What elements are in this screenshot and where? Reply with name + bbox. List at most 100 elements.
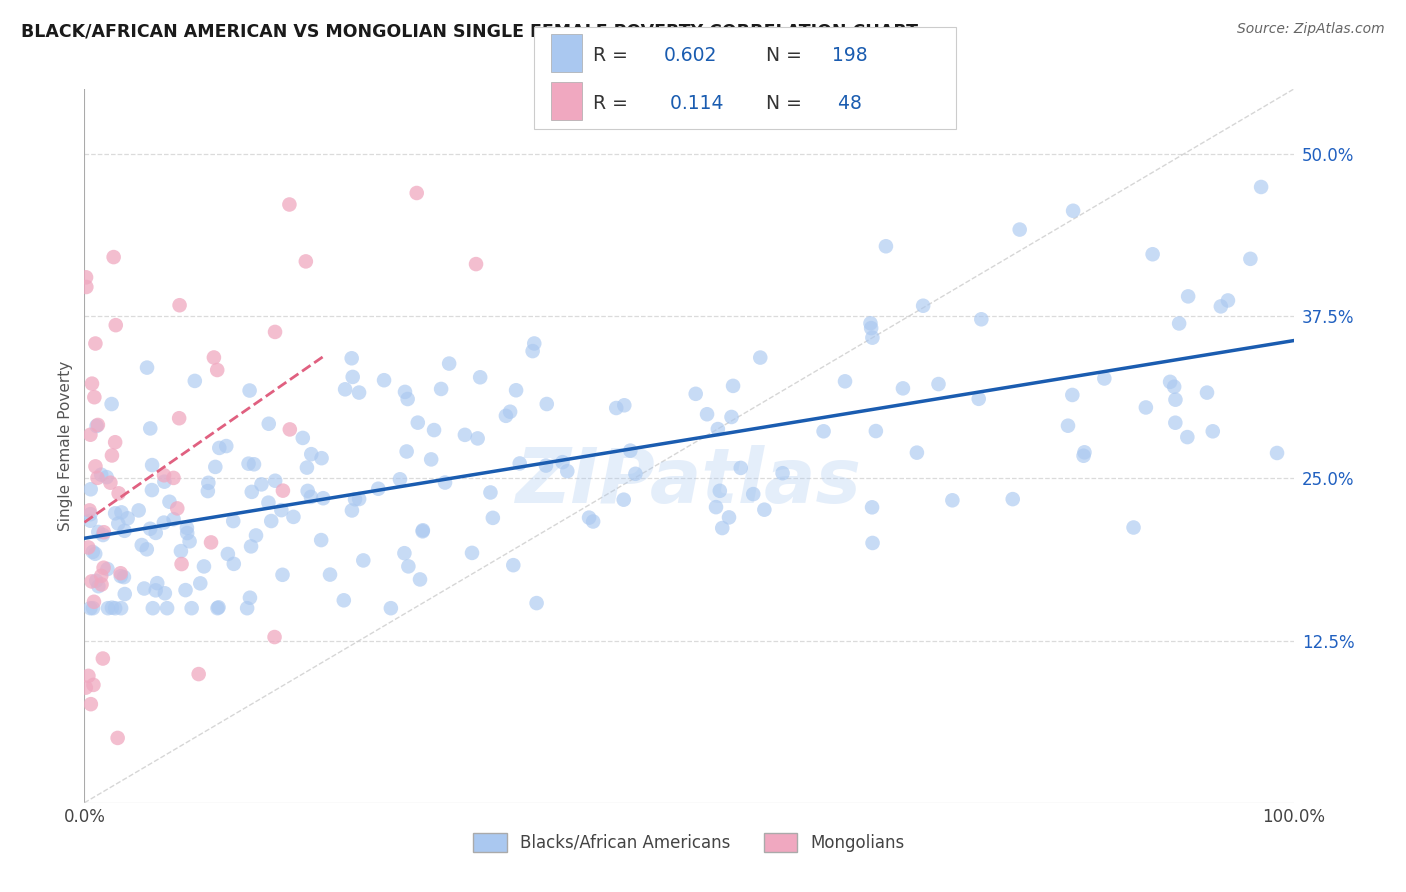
Point: [82, 545, 104, 559]
Point: [409, 573, 432, 587]
Point: [238, 457, 260, 471]
Point: [193, 559, 215, 574]
Point: [79, 514, 101, 528]
Point: [624, 467, 647, 481]
Point: [257, 496, 280, 510]
Point: [134, 582, 156, 596]
Point: [145, 583, 167, 598]
Point: [859, 316, 882, 330]
Point: [373, 373, 395, 387]
Point: [461, 546, 484, 560]
Text: Source: ZipAtlas.com: Source: ZipAtlas.com: [1237, 22, 1385, 37]
Point: [184, 374, 207, 388]
Point: [860, 331, 883, 345]
Point: [174, 583, 197, 598]
Point: [90, 467, 112, 482]
Point: [117, 511, 139, 525]
Point: [1073, 445, 1095, 459]
Point: [283, 509, 305, 524]
Point: [153, 475, 176, 489]
Point: [162, 471, 184, 485]
Point: [862, 536, 884, 550]
Point: [582, 515, 605, 529]
Point: [619, 443, 641, 458]
Point: [96, 470, 118, 484]
Point: [80, 574, 103, 589]
Point: [278, 422, 301, 436]
Point: [299, 490, 322, 504]
Point: [207, 601, 229, 615]
Point: [772, 466, 794, 480]
Point: [200, 535, 222, 549]
Point: [87, 417, 110, 432]
Point: [84, 547, 107, 561]
Point: [271, 567, 294, 582]
Point: [1073, 449, 1095, 463]
Text: 0.602: 0.602: [664, 46, 717, 65]
Text: 0.114: 0.114: [664, 95, 723, 113]
Point: [239, 384, 262, 398]
Point: [395, 444, 418, 458]
Text: ZIPatlas: ZIPatlas: [516, 445, 862, 518]
Point: [1168, 317, 1191, 331]
Point: [721, 379, 744, 393]
Point: [685, 387, 707, 401]
Point: [107, 731, 129, 745]
Point: [482, 511, 505, 525]
Point: [79, 427, 101, 442]
Point: [80, 697, 103, 711]
Point: [526, 596, 548, 610]
Point: [696, 407, 718, 421]
Point: [100, 397, 122, 411]
Point: [291, 431, 314, 445]
Point: [271, 483, 294, 498]
Y-axis label: Single Female Poverty: Single Female Poverty: [58, 361, 73, 531]
Point: [82, 678, 104, 692]
Point: [394, 384, 416, 399]
Point: [104, 506, 127, 520]
Point: [342, 370, 364, 384]
Point: [180, 601, 202, 615]
Point: [153, 586, 176, 600]
Point: [412, 524, 434, 539]
Point: [970, 312, 993, 326]
Point: [720, 409, 742, 424]
Point: [730, 461, 752, 475]
Point: [104, 318, 127, 333]
Point: [299, 447, 322, 461]
Point: [264, 325, 287, 339]
Point: [263, 630, 285, 644]
Text: R =: R =: [593, 46, 634, 65]
Point: [295, 460, 318, 475]
Point: [142, 601, 165, 615]
Point: [555, 464, 578, 478]
Point: [139, 522, 162, 536]
Point: [523, 336, 546, 351]
Point: [169, 298, 191, 312]
Point: [84, 459, 107, 474]
Point: [860, 321, 883, 335]
Point: [159, 494, 181, 508]
Point: [1135, 401, 1157, 415]
Point: [347, 385, 370, 400]
Point: [197, 475, 219, 490]
Point: [380, 601, 402, 615]
Point: [742, 487, 765, 501]
Point: [278, 197, 301, 211]
Point: [176, 521, 198, 535]
Point: [135, 542, 157, 557]
Point: [709, 483, 731, 498]
Point: [613, 492, 636, 507]
Point: [103, 250, 125, 264]
Point: [1062, 388, 1084, 402]
Point: [1175, 430, 1198, 444]
Point: [202, 351, 225, 365]
Point: [312, 491, 335, 506]
Point: [1092, 371, 1115, 385]
Point: [1195, 385, 1218, 400]
Point: [875, 239, 897, 253]
Point: [270, 503, 292, 517]
Point: [340, 351, 363, 366]
Point: [114, 524, 136, 538]
Point: [101, 449, 124, 463]
